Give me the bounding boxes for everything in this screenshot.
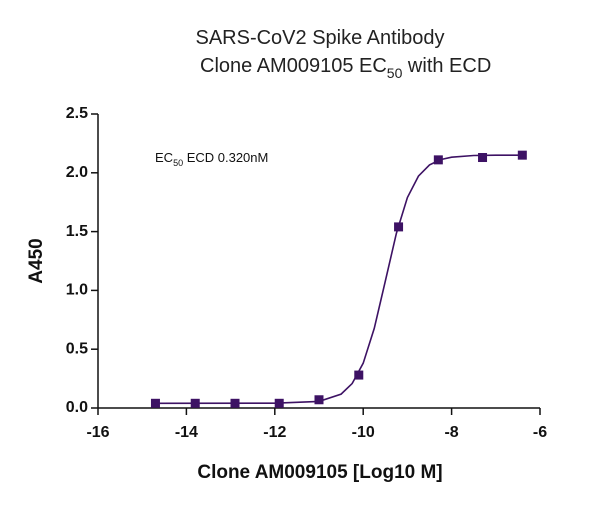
- x-tick-label: -14: [175, 424, 198, 441]
- y-tick-label: 1.0: [66, 282, 88, 299]
- subtitle-text: with ECD: [402, 55, 491, 77]
- x-tick-label: -12: [263, 424, 286, 441]
- chart-subtitle: Clone AM009105 EC50 with ECD: [200, 55, 491, 81]
- y-tick-label: 1.5: [66, 223, 88, 240]
- y-tick-label: 2.0: [66, 164, 88, 181]
- data-point: [314, 395, 324, 405]
- subtitle-subscript: 50: [387, 65, 403, 81]
- x-tick-label: -10: [352, 424, 375, 441]
- x-tick-label: -16: [86, 424, 109, 441]
- data-point: [478, 153, 488, 163]
- fit-curve: [155, 154, 523, 405]
- y-tick-label: 2.5: [66, 105, 88, 122]
- y-axis-label: A450: [26, 238, 47, 283]
- x-tick-label: -6: [533, 424, 547, 441]
- annotation: EC50 ECD 0.320nM: [155, 150, 268, 168]
- chart-title: SARS-CoV2 Spike Antibody: [195, 27, 444, 49]
- data-point: [354, 370, 364, 380]
- y-tick-label: 0.5: [66, 340, 88, 357]
- annotation-text: ECD 0.320nM: [183, 150, 268, 165]
- annotation-subscript: 50: [173, 158, 183, 168]
- y-tick-label: 0.0: [66, 399, 88, 416]
- x-axis-label: Clone AM009105 [Log10 M]: [197, 462, 442, 483]
- x-tick-label: -8: [444, 424, 458, 441]
- subtitle-text: Clone AM009105 EC: [200, 55, 387, 77]
- annotation-text: EC: [155, 150, 173, 165]
